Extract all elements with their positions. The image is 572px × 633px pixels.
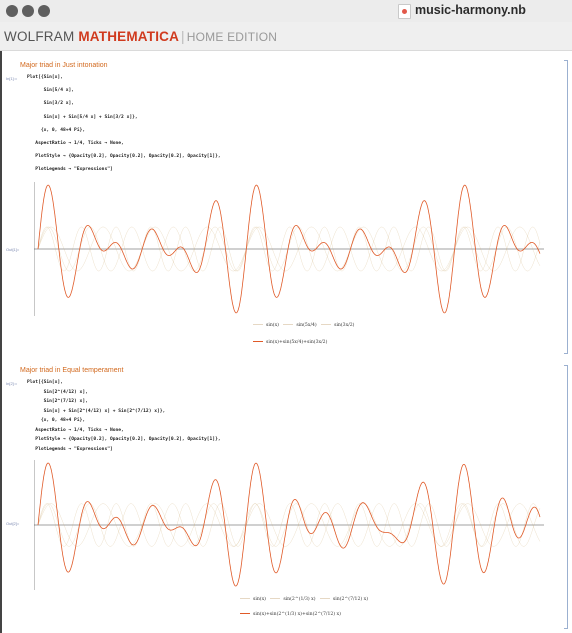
title-bar: music-harmony.nb — [0, 0, 572, 23]
legend-item: sin(2^(7/12) x) — [332, 597, 369, 602]
input-label: In[1]:= — [6, 76, 18, 81]
code-line: Sin[3/2 x], — [27, 101, 75, 107]
code-line: Sin[5/4 x], — [27, 88, 75, 94]
code-line: Sin[x] + Sin[2^(4/12) x] + Sin[2^(7/12) … — [27, 408, 166, 414]
code-line: Sin[x] + Sin[5/4 x] + Sin[3/2 x]}, — [27, 114, 138, 120]
window-title: music-harmony.nb — [415, 3, 526, 17]
legend-equal-row2: sin(x)+sin(2^(1/3) x)+sin(2^(7/12) x) — [240, 612, 341, 617]
code-line: Plot[{Sin[x], — [27, 75, 63, 80]
brand-edition: HOME EDITION — [186, 30, 278, 44]
legend-item: sin(2^(1/3) x) — [283, 597, 316, 602]
code-line: AspectRatio → 1/4, Ticks → None, — [27, 140, 124, 146]
output-label: Out[1]= — [6, 247, 20, 252]
notebook-file-icon — [398, 4, 411, 19]
close-window-button[interactable] — [6, 5, 18, 17]
series-line-2 — [37, 503, 541, 547]
section-title-just: Major triad in Just intonation — [20, 62, 108, 69]
minimize-window-button[interactable] — [22, 5, 34, 17]
cell-bracket[interactable] — [564, 365, 568, 629]
brand-logo: WOLFRAM MATHEMATICA | HOME EDITION — [4, 29, 277, 44]
code-line: AspectRatio → 1/4, Ticks → None, — [27, 427, 124, 433]
code-line: PlotStyle → {Opacity[0.2], Opacity[0.2],… — [27, 154, 221, 160]
code-line: Sin[2^(4/12) x], — [27, 389, 88, 395]
legend-just-row1: sin(x) sin(5x/4) sin(3x/2) — [253, 323, 354, 328]
plot-just-intonation — [34, 182, 544, 316]
output-label: Out[2]= — [6, 521, 20, 526]
brand-mathematica: MATHEMATICA — [78, 29, 180, 44]
code-line: Sin[2^(7/12) x], — [27, 399, 88, 404]
code-line: PlotLegends → "Expressions"] — [27, 167, 113, 173]
brand-wolfram: WOLFRAM — [4, 29, 75, 44]
series-line-0 — [37, 503, 541, 547]
legend-item: sin(x) — [253, 597, 266, 602]
notebook-left-edge — [0, 51, 2, 633]
brand-bar: WOLFRAM MATHEMATICA | HOME EDITION — [0, 22, 572, 51]
series-line-2 — [37, 226, 541, 272]
legend-item: sin(3x/2) — [334, 323, 355, 328]
series-line-1 — [37, 226, 541, 272]
legend-item: sin(5x/4) — [296, 323, 317, 328]
plot-equal-temperament — [34, 460, 544, 590]
input-label: In[2]:= — [6, 381, 18, 386]
zoom-window-button[interactable] — [38, 5, 50, 17]
code-line: PlotLegends → "Expressions"] — [27, 446, 113, 452]
section-title-equal: Major triad in Equal temperament — [20, 367, 124, 374]
code-line: Plot[{Sin[x], — [27, 380, 63, 385]
cell-bracket[interactable] — [564, 60, 568, 354]
series-line-3 — [37, 462, 541, 587]
series-line-3 — [37, 184, 541, 314]
legend-item: sin(x) — [266, 323, 279, 328]
legend-equal-row1: sin(x) sin(2^(1/3) x) sin(2^(7/12) x) — [240, 597, 368, 602]
input-cell-just[interactable]: Plot[{Sin[x], Sin[5/4 x], Sin[3/2 x], Si… — [27, 75, 221, 181]
code-line: {x, 0, 48+4 Pi}, — [27, 127, 86, 133]
code-line: {x, 0, 48+4 Pi}, — [27, 418, 86, 423]
legend-item: sin(x)+sin(2^(1/3) x)+sin(2^(7/12) x) — [253, 612, 341, 617]
legend-just-row2: sin(x)+sin(5x/4)+sin(3x/2) — [253, 340, 327, 345]
brand-separator: | — [181, 29, 185, 44]
series-line-0 — [37, 226, 541, 272]
code-line: PlotStyle → {Opacity[0.2], Opacity[0.2],… — [27, 437, 221, 442]
input-cell-equal[interactable]: Plot[{Sin[x], Sin[2^(4/12) x], Sin[2^(7/… — [27, 380, 221, 456]
legend-item: sin(x)+sin(5x/4)+sin(3x/2) — [266, 340, 328, 345]
